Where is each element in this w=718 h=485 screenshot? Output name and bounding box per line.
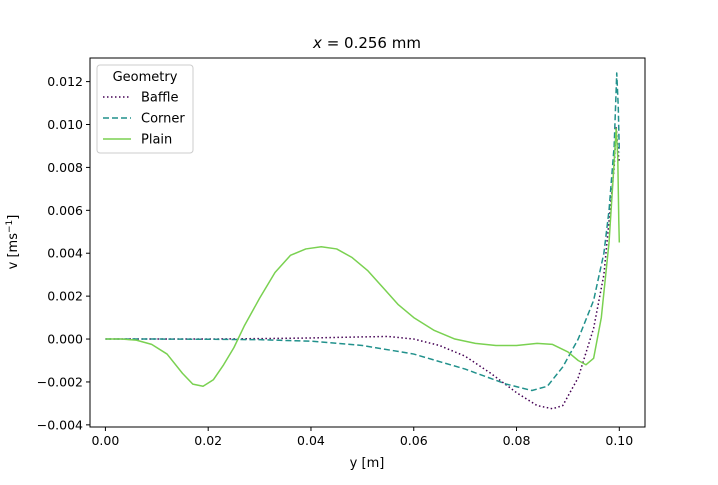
x-tick-label: 0.02 <box>194 433 222 448</box>
series-layer <box>105 72 621 410</box>
y-tick-label: 0.006 <box>47 203 83 218</box>
series-line-corner <box>105 72 621 392</box>
x-tick-label: 0.00 <box>91 433 119 448</box>
y-tick-label: 0.004 <box>47 246 83 261</box>
legend-label-corner: Corner <box>141 112 185 127</box>
y-tick-label: 0.012 <box>47 74 83 89</box>
x-axis-label: y [m] <box>350 456 385 471</box>
x-tick-label: 0.06 <box>400 433 428 448</box>
y-tick-label: 0.000 <box>47 332 83 347</box>
y-tick-label: −0.002 <box>37 374 83 389</box>
legend: Geometry Baffle Corner Plain <box>96 64 194 154</box>
y-tick-label: 0.008 <box>47 160 83 175</box>
chart-title: x = 0.256 mm <box>312 34 421 52</box>
ticks-layer: 0.00 0.02 0.04 0.06 0.08 0.10 −0.004 −0.002 0.00… <box>37 74 634 448</box>
legend-label-baffle: Baffle <box>141 91 178 106</box>
legend-title: Geometry <box>113 70 178 85</box>
y-tick-label: −0.004 <box>37 417 83 432</box>
y-axis-label: v [ms−1] <box>5 215 21 270</box>
plot-frame <box>89 57 646 428</box>
series-line-plain <box>105 128 621 387</box>
legend-entries: Baffle Corner Plain <box>103 91 185 148</box>
x-tick-label: 0.04 <box>297 433 325 448</box>
x-tick-label: 0.08 <box>503 433 531 448</box>
y-tick-label: 0.002 <box>47 289 83 304</box>
legend-box <box>96 64 194 154</box>
y-tick-label: 0.010 <box>47 117 83 132</box>
legend-label-plain: Plain <box>141 133 172 148</box>
x-tick-label: 0.10 <box>605 433 633 448</box>
